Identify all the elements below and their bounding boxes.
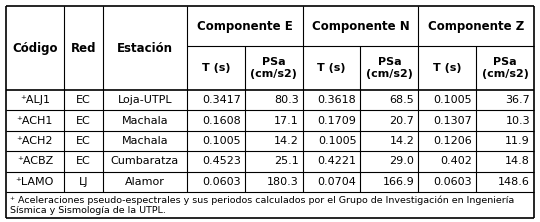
Text: 148.6: 148.6	[498, 177, 530, 187]
Text: Código: Código	[12, 42, 58, 54]
Text: 0.3417: 0.3417	[202, 95, 241, 105]
Text: 68.5: 68.5	[389, 95, 414, 105]
Text: 0.1206: 0.1206	[434, 136, 472, 146]
Text: 14.2: 14.2	[389, 136, 414, 146]
Text: ⁺ACH2: ⁺ACH2	[17, 136, 53, 146]
Text: 0.0603: 0.0603	[434, 177, 472, 187]
Text: Componente E: Componente E	[197, 20, 293, 32]
Text: EC: EC	[76, 95, 91, 105]
Text: 166.9: 166.9	[382, 177, 414, 187]
Text: ⁺ACH1: ⁺ACH1	[17, 116, 53, 126]
Text: Alamor: Alamor	[125, 177, 165, 187]
Text: PSa
(cm/s2): PSa (cm/s2)	[251, 57, 297, 79]
Text: 29.0: 29.0	[389, 157, 414, 166]
Text: 0.4523: 0.4523	[202, 157, 241, 166]
Text: 17.1: 17.1	[274, 116, 299, 126]
Text: PSa
(cm/s2): PSa (cm/s2)	[366, 57, 413, 79]
Text: Cumbaratza: Cumbaratza	[111, 157, 179, 166]
Text: ⁺ACBZ: ⁺ACBZ	[17, 157, 53, 166]
Text: PSa
(cm/s2): PSa (cm/s2)	[482, 57, 529, 79]
Text: 25.1: 25.1	[274, 157, 299, 166]
Text: 0.1307: 0.1307	[434, 116, 472, 126]
Text: 0.3618: 0.3618	[318, 95, 356, 105]
Text: 11.9: 11.9	[505, 136, 530, 146]
Text: Loja-UTPL: Loja-UTPL	[118, 95, 172, 105]
Text: 0.1608: 0.1608	[202, 116, 241, 126]
Text: 0.0603: 0.0603	[202, 177, 241, 187]
Text: Machala: Machala	[122, 116, 168, 126]
Text: 0.1005: 0.1005	[434, 95, 472, 105]
Text: 0.1005: 0.1005	[318, 136, 356, 146]
Text: 0.0704: 0.0704	[318, 177, 356, 187]
Text: Red: Red	[71, 42, 96, 54]
Text: 14.2: 14.2	[274, 136, 299, 146]
Text: ⁺ALJ1: ⁺ALJ1	[20, 95, 50, 105]
Text: 10.3: 10.3	[505, 116, 530, 126]
Text: 80.3: 80.3	[274, 95, 299, 105]
Text: EC: EC	[76, 116, 91, 126]
Text: 0.402: 0.402	[440, 157, 472, 166]
Text: Componente N: Componente N	[312, 20, 409, 32]
Text: 0.4221: 0.4221	[318, 157, 356, 166]
Text: Estación: Estación	[117, 42, 173, 54]
Text: T (s): T (s)	[201, 63, 230, 73]
Text: 180.3: 180.3	[267, 177, 299, 187]
Text: ⁺ Aceleraciones pseudo-espectrales y sus periodos calculados por el Grupo de Inv: ⁺ Aceleraciones pseudo-espectrales y sus…	[10, 196, 514, 205]
Text: Sísmica y Sismología de la UTPL.: Sísmica y Sismología de la UTPL.	[10, 206, 166, 215]
Text: 36.7: 36.7	[505, 95, 530, 105]
Text: LJ: LJ	[79, 177, 88, 187]
Text: T (s): T (s)	[433, 63, 462, 73]
Text: ⁺LAMO: ⁺LAMO	[16, 177, 54, 187]
Text: Componente Z: Componente Z	[428, 20, 524, 32]
Text: Machala: Machala	[122, 136, 168, 146]
Text: 20.7: 20.7	[389, 116, 414, 126]
Text: 0.1005: 0.1005	[202, 136, 241, 146]
Text: T (s): T (s)	[318, 63, 346, 73]
Text: 14.8: 14.8	[505, 157, 530, 166]
Text: EC: EC	[76, 136, 91, 146]
Text: EC: EC	[76, 157, 91, 166]
Text: 0.1709: 0.1709	[318, 116, 356, 126]
